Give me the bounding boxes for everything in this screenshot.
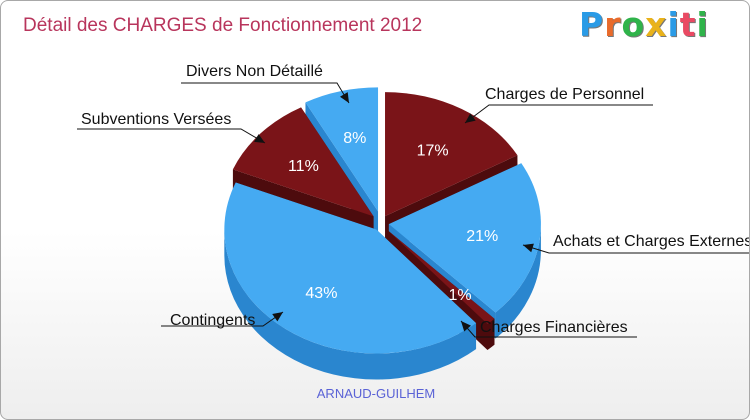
logo-letter: i — [696, 5, 709, 44]
slice-top-face — [385, 92, 518, 217]
logo-letter: i — [667, 5, 680, 44]
logo-letter: r — [604, 5, 622, 44]
callout-arrowhead — [272, 312, 283, 322]
callout-arrowhead — [461, 321, 471, 332]
pie-slice-label: Charges Financières — [480, 319, 628, 336]
pie-percent-label: 8% — [343, 130, 366, 147]
callout-leader-line — [77, 128, 266, 144]
logo-letter: x — [645, 5, 668, 44]
slice-top-face — [387, 230, 495, 324]
callout-arrowhead — [339, 92, 349, 103]
pie-slice-label: Subventions Versées — [81, 111, 231, 128]
pie-percent-label: 43% — [305, 285, 337, 302]
slice-side-wall — [224, 229, 477, 380]
callout-divers-non-d-taill-: Divers Non Détaillé — [181, 63, 350, 104]
callout-arrowhead — [523, 243, 534, 253]
pie-callouts: Charges de Personnel Achats et Charges Ex… — [77, 63, 750, 338]
callout-leader-line — [464, 104, 653, 124]
logo-letter: o — [621, 5, 646, 44]
callout-arrowhead — [465, 113, 476, 123]
pie-percent-label: 1% — [448, 287, 471, 304]
proxiti-logo[interactable]: Proxiti — [579, 5, 709, 44]
callout-charges-financi-res: Charges Financières — [460, 319, 637, 338]
logo-letter: P — [579, 5, 605, 44]
pie-slice-label: Charges de Personnel — [485, 86, 644, 103]
pie-slice-contingents — [224, 182, 477, 380]
callout-contingents: Contingents — [161, 311, 284, 329]
commune-name: ARNAUD-GUILHEM — [316, 386, 436, 401]
pie-percent-label: 17% — [417, 143, 449, 160]
chart-title: Détail des CHARGES de Fonctionnement 201… — [23, 15, 423, 36]
slice-top-face — [388, 163, 541, 313]
pie-percent-label: 11% — [288, 158, 319, 175]
callout-achats-et-charges-externes: Achats et Charges Externes — [522, 233, 750, 254]
slice-top-face — [232, 107, 374, 217]
callout-subventions-vers-es: Subventions Versées — [77, 111, 266, 144]
slice-top-face — [305, 87, 379, 212]
slice-side-wall — [495, 224, 541, 339]
callout-charges-de-personnel: Charges de Personnel — [464, 86, 653, 124]
pie-slice-label: Achats et Charges Externes — [553, 233, 750, 250]
pie-percent-labels: 17% 21% 1% 43% 11% 8% — [288, 130, 498, 304]
pie-percent-label: 21% — [466, 228, 498, 245]
logo-letter: t — [679, 5, 697, 44]
pie-slice-label: Contingents — [170, 312, 255, 329]
pie-slice-label: Divers Non Détaillé — [186, 63, 323, 80]
slice-top-face — [224, 182, 477, 354]
pie-slices — [224, 87, 541, 380]
callout-arrowhead — [254, 134, 265, 143]
